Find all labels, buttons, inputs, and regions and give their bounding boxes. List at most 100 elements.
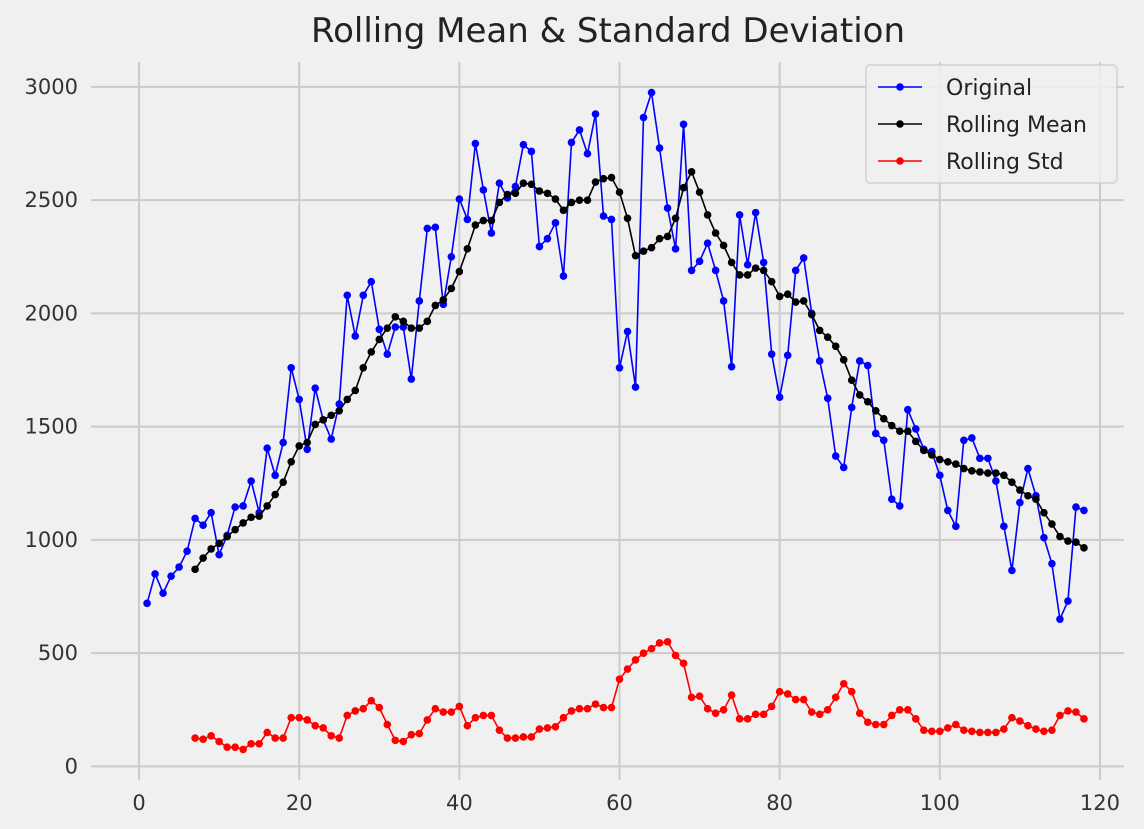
data-point bbox=[207, 508, 215, 517]
data-point bbox=[671, 651, 680, 660]
data-point bbox=[863, 397, 872, 406]
x-tick-label: 20 bbox=[286, 791, 313, 815]
data-point bbox=[968, 434, 976, 442]
y-tick-label: 2000 bbox=[25, 301, 78, 325]
data-point bbox=[815, 710, 824, 719]
x-tick-label: 0 bbox=[132, 791, 145, 815]
data-point bbox=[423, 224, 432, 233]
data-point bbox=[191, 734, 199, 742]
data-point bbox=[271, 734, 279, 742]
data-point bbox=[215, 539, 223, 548]
data-point bbox=[247, 477, 255, 485]
data-point bbox=[519, 179, 528, 187]
data-point bbox=[1008, 566, 1016, 575]
data-point bbox=[655, 639, 664, 647]
data-point bbox=[207, 545, 215, 553]
data-point bbox=[479, 711, 488, 720]
data-point bbox=[1064, 707, 1072, 715]
data-point bbox=[455, 195, 464, 203]
data-point bbox=[407, 375, 416, 383]
data-point bbox=[1024, 464, 1032, 473]
data-point bbox=[615, 188, 624, 197]
data-point bbox=[583, 196, 592, 204]
data-point bbox=[503, 734, 512, 742]
data-point bbox=[1056, 532, 1064, 541]
data-point bbox=[952, 720, 960, 729]
data-point bbox=[343, 711, 352, 720]
data-point bbox=[167, 572, 175, 580]
legend-swatch-marker bbox=[896, 83, 904, 91]
grid-lines bbox=[91, 62, 1124, 780]
data-point bbox=[479, 186, 488, 194]
data-point bbox=[1040, 727, 1048, 736]
data-point bbox=[431, 223, 440, 232]
data-point bbox=[1016, 717, 1024, 725]
data-point bbox=[1016, 498, 1024, 507]
data-point bbox=[711, 709, 720, 717]
data-point bbox=[351, 707, 360, 715]
data-point bbox=[311, 721, 320, 730]
data-point bbox=[231, 525, 239, 534]
data-point bbox=[968, 727, 976, 736]
data-point bbox=[807, 310, 816, 319]
data-point bbox=[495, 198, 504, 207]
data-point bbox=[783, 351, 792, 360]
data-point bbox=[423, 317, 432, 326]
data-point bbox=[599, 703, 608, 712]
y-tick-label: 2500 bbox=[25, 188, 78, 212]
data-point bbox=[831, 452, 840, 460]
data-point bbox=[992, 728, 1000, 737]
data-point bbox=[591, 700, 600, 708]
data-point bbox=[351, 332, 360, 340]
data-point bbox=[944, 506, 952, 515]
data-point bbox=[735, 211, 744, 219]
data-point bbox=[960, 464, 968, 473]
data-point bbox=[687, 168, 696, 176]
data-point bbox=[1064, 537, 1072, 545]
data-point bbox=[743, 715, 752, 723]
data-point bbox=[1080, 506, 1088, 515]
data-point bbox=[671, 245, 680, 253]
data-point bbox=[799, 297, 808, 305]
data-point bbox=[767, 350, 776, 358]
legend-item: Rolling Mean bbox=[878, 113, 1087, 138]
data-point bbox=[463, 215, 472, 224]
data-point bbox=[359, 291, 368, 300]
data-point bbox=[351, 386, 360, 395]
data-point bbox=[447, 708, 456, 716]
data-point bbox=[599, 212, 608, 220]
data-point bbox=[527, 180, 536, 189]
data-point bbox=[263, 728, 271, 737]
data-point bbox=[375, 703, 384, 712]
data-point bbox=[879, 436, 888, 445]
series-line bbox=[194, 640, 1085, 751]
data-point bbox=[239, 745, 247, 754]
data-point bbox=[871, 429, 880, 438]
data-point bbox=[647, 243, 656, 252]
data-point bbox=[679, 183, 688, 192]
x-tick-label: 60 bbox=[606, 791, 633, 815]
data-point bbox=[279, 734, 287, 742]
data-point bbox=[391, 323, 400, 331]
data-point bbox=[871, 407, 880, 415]
data-point bbox=[751, 264, 760, 272]
legend-item: Rolling Std bbox=[878, 150, 1064, 175]
data-point bbox=[695, 188, 704, 197]
data-point bbox=[407, 324, 416, 332]
data-point bbox=[1048, 559, 1056, 568]
chart-title: Rolling Mean & Standard Deviation bbox=[311, 11, 905, 51]
data-point bbox=[295, 395, 304, 404]
legend-frame bbox=[865, 64, 1118, 184]
data-point bbox=[775, 687, 784, 696]
data-point bbox=[583, 704, 592, 713]
data-point bbox=[936, 455, 944, 464]
data-point bbox=[1080, 544, 1088, 552]
data-point bbox=[239, 519, 247, 527]
data-point bbox=[231, 503, 239, 511]
data-point bbox=[791, 266, 800, 275]
data-point bbox=[271, 490, 279, 499]
data-point bbox=[928, 727, 936, 736]
data-point bbox=[839, 463, 848, 472]
data-point bbox=[487, 229, 496, 237]
data-point bbox=[391, 313, 400, 321]
